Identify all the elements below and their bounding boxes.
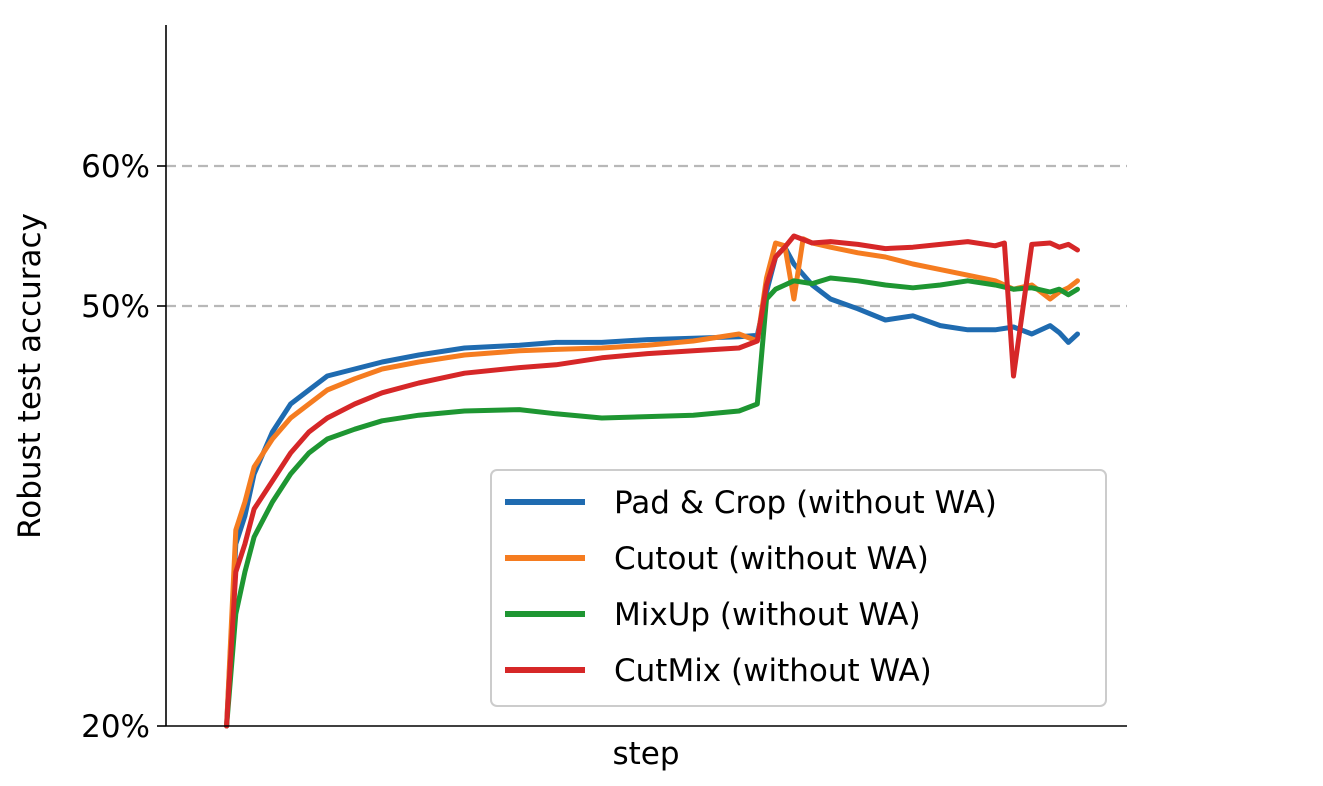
x-axis-label: step bbox=[612, 736, 679, 772]
legend-label: MixUp (without WA) bbox=[614, 597, 921, 633]
y-tick-label: 50% bbox=[81, 289, 150, 325]
legend-box bbox=[490, 469, 1107, 707]
legend-label: Pad & Crop (without WA) bbox=[614, 485, 997, 521]
y-ticks: 20% 50% 60% bbox=[81, 149, 166, 745]
gridlines bbox=[166, 164, 1127, 308]
y-tick-label: 20% bbox=[81, 709, 150, 745]
legend-label: CutMix (without WA) bbox=[614, 653, 932, 689]
legend: Pad & Crop (without WA) Cutout (without W… bbox=[490, 469, 1107, 707]
series-line-mixup bbox=[224, 275, 1080, 729]
y-axis-label: Robust test accuracy bbox=[12, 213, 48, 539]
legend-label: Cutout (without WA) bbox=[614, 541, 929, 577]
axes bbox=[165, 25, 1127, 727]
series-lines bbox=[224, 233, 1080, 729]
y-tick-label: 60% bbox=[81, 149, 150, 185]
series-line-cutmix bbox=[224, 233, 1080, 729]
